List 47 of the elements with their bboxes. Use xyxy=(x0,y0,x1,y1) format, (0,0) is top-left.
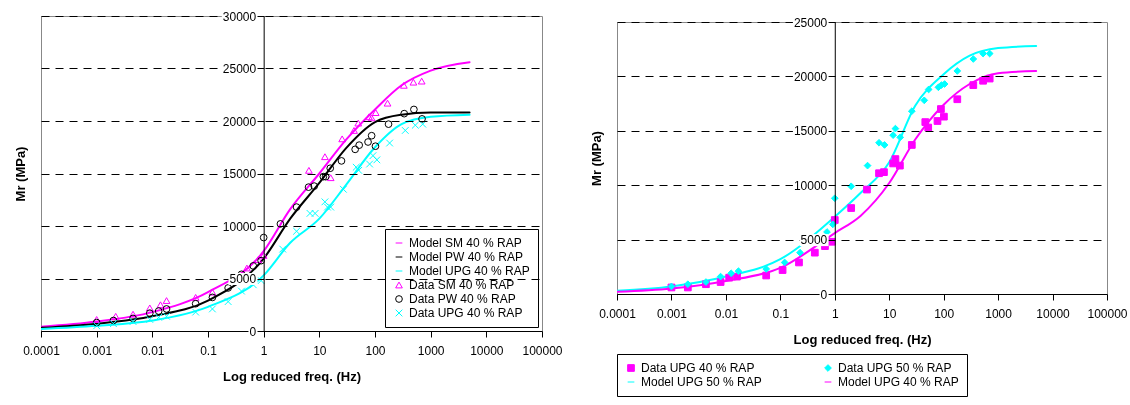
legend-label: Data UPG 40 % RAP xyxy=(409,306,523,320)
x-axis-title: Log reduced freq. (Hz) xyxy=(793,331,932,347)
y-tick-label: 25000 xyxy=(793,15,828,30)
legend-label: Model UPG 40 % RAP xyxy=(838,375,959,389)
x-tick-label: 100 xyxy=(934,306,955,321)
y-tick-label: 20000 xyxy=(793,69,828,84)
x-tick-label: 10 xyxy=(313,343,327,358)
legend-label: Model SM 40 % RAP xyxy=(409,236,522,250)
y-tick-label: 5000 xyxy=(800,233,828,248)
x-tick-label: 1 xyxy=(831,306,839,321)
x-tick-label: 100000 xyxy=(1087,306,1128,321)
y-axis-title: Mr (MPa) xyxy=(588,131,604,186)
x-tick-label: 100000 xyxy=(522,343,563,358)
y-tick-label: 10000 xyxy=(793,178,828,193)
x-tick-label: 0.0001 xyxy=(599,306,637,321)
x-tick-label: 1 xyxy=(260,343,268,358)
legend-label: Data PW 40 % RAP xyxy=(409,292,516,306)
x-tick-label: 0.01 xyxy=(141,343,165,358)
legend-label: Model PW 40 % RAP xyxy=(409,250,524,264)
y-tick-label: 15000 xyxy=(222,167,257,181)
legend-label: Model UPG 50 % RAP xyxy=(641,375,762,389)
x-tick-label: 0.1 xyxy=(200,343,218,358)
legend-label: Model UPG 40 % RAP xyxy=(409,264,530,278)
y-tick-label: 0 xyxy=(249,324,257,339)
x-tick-label: 0.01 xyxy=(714,306,739,321)
x-tick-label: 0.001 xyxy=(656,306,688,321)
y-tick-label: 10000 xyxy=(222,219,257,234)
y-tick-label: 30000 xyxy=(222,9,257,24)
x-tick-label: 0.0001 xyxy=(23,343,61,358)
x-tick-label: 1000 xyxy=(985,306,1013,321)
x-tick-label: 10 xyxy=(883,306,897,321)
legend-label: Data UPG 40 % RAP xyxy=(641,361,755,375)
x-tick-label: 0.1 xyxy=(772,306,790,321)
y-tick-label: 20000 xyxy=(222,114,257,129)
x-tick-label: 100 xyxy=(365,343,386,358)
x-tick-label: 10000 xyxy=(470,343,504,358)
y-tick-label: 0 xyxy=(820,287,828,302)
x-tick-label: 10000 xyxy=(1036,306,1071,321)
x-tick-label: 1000 xyxy=(417,343,445,358)
legend-label: Data SM 40 % RAP xyxy=(409,278,515,292)
y-tick-label: 5000 xyxy=(229,272,257,286)
x-axis-title: Log reduced freq. (Hz) xyxy=(223,368,361,384)
x-tick-label: 0.001 xyxy=(82,343,113,358)
y-tick-label: 15000 xyxy=(793,124,828,139)
y-tick-label: 25000 xyxy=(222,62,257,76)
y-axis-title: Mr (MPa) xyxy=(12,146,28,202)
legend-label: Data UPG 50 % RAP xyxy=(838,361,952,375)
